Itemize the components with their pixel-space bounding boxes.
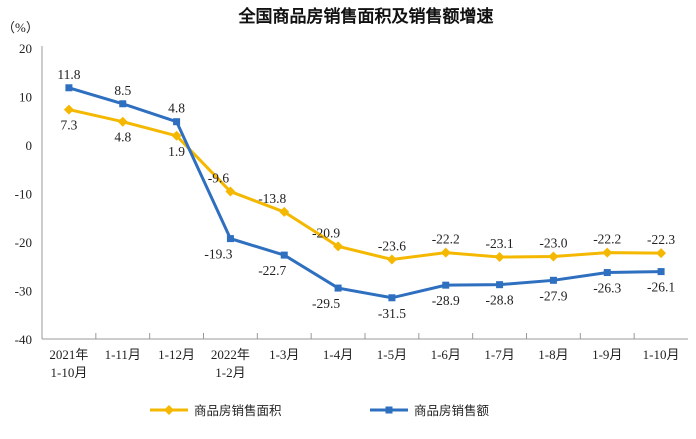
x-tick-label: 1-3月 bbox=[269, 347, 299, 362]
x-tick-label: 1-10月 bbox=[643, 347, 680, 362]
series-line bbox=[68, 108, 662, 261]
series-amount: 11.8 8.5 4.8 -19.3 -22.7 -29.5 -31.5 -28.9 -28.8… bbox=[57, 67, 675, 321]
data-point bbox=[442, 281, 450, 289]
data-point bbox=[119, 100, 127, 108]
data-point bbox=[602, 247, 613, 258]
data-point bbox=[388, 294, 396, 302]
legend-marker bbox=[164, 405, 174, 415]
data-label: 11.8 bbox=[57, 67, 80, 82]
legend-label: 商品房销售额 bbox=[414, 403, 490, 418]
y-tick-label: 10 bbox=[19, 90, 32, 105]
data-point bbox=[280, 251, 288, 259]
data-point bbox=[548, 251, 559, 262]
data-point bbox=[117, 116, 128, 127]
data-point bbox=[333, 241, 344, 252]
data-label: -31.5 bbox=[378, 306, 406, 321]
data-label: 1.9 bbox=[168, 144, 185, 159]
data-label: -23.1 bbox=[486, 236, 514, 251]
x-tick-label: 1-9月 bbox=[592, 347, 622, 362]
data-point bbox=[65, 84, 73, 92]
data-label: -27.9 bbox=[539, 288, 567, 303]
x-tick-label: 2022年 bbox=[211, 347, 250, 362]
data-label: 4.8 bbox=[114, 130, 131, 145]
y-tick-label: -30 bbox=[15, 284, 32, 299]
x-tick-label: 1-7月 bbox=[484, 347, 514, 362]
data-point bbox=[334, 284, 342, 292]
series-area: 7.3 4.8 1.9 -9.6 -13.8 -20.9 -23.6 -22.2 -23.1 -2… bbox=[60, 104, 675, 265]
data-label: -19.3 bbox=[204, 247, 232, 262]
x-tick-label: 1-2月 bbox=[215, 365, 245, 380]
legend-item: 商品房销售面积 bbox=[150, 403, 282, 418]
x-tick-label: 1-10月 bbox=[50, 365, 87, 380]
y-tick-label: -40 bbox=[15, 332, 32, 347]
data-label: -23.0 bbox=[539, 236, 567, 251]
x-tick-label: 1-5月 bbox=[377, 347, 407, 362]
data-label: 8.5 bbox=[114, 83, 131, 98]
data-label: -22.2 bbox=[593, 232, 621, 247]
y-tick-label: -10 bbox=[15, 187, 32, 202]
data-label: -9.6 bbox=[208, 171, 230, 186]
data-point bbox=[386, 254, 397, 265]
data-label: -22.3 bbox=[647, 232, 675, 247]
x-tick-label: 1-11月 bbox=[105, 347, 141, 362]
data-label: -26.3 bbox=[593, 281, 621, 296]
data-point bbox=[225, 186, 236, 197]
data-point bbox=[171, 130, 182, 141]
data-label: -20.9 bbox=[312, 225, 340, 240]
chart-title: 全国商品房销售面积及销售额增速 bbox=[238, 6, 494, 27]
legend-item: 商品房销售额 bbox=[370, 403, 490, 418]
data-point bbox=[549, 276, 557, 284]
data-label: -22.2 bbox=[432, 232, 460, 247]
x-tick-label: 1-4月 bbox=[323, 347, 353, 362]
data-label: -28.9 bbox=[432, 293, 460, 308]
data-point bbox=[279, 206, 290, 217]
legend-marker bbox=[385, 406, 393, 414]
data-label: 7.3 bbox=[60, 118, 77, 133]
data-point bbox=[173, 118, 181, 126]
y-tick-label: 0 bbox=[26, 138, 33, 153]
data-label: -28.8 bbox=[486, 293, 514, 308]
data-point bbox=[226, 235, 234, 243]
data-label: 4.8 bbox=[168, 101, 185, 116]
data-point bbox=[496, 281, 504, 289]
data-point bbox=[656, 248, 667, 259]
data-label: -22.7 bbox=[258, 263, 286, 278]
series-line bbox=[68, 86, 662, 300]
y-tick-label: -20 bbox=[15, 235, 32, 250]
data-label: -26.1 bbox=[647, 280, 675, 295]
data-point bbox=[440, 247, 451, 258]
data-label: -13.8 bbox=[258, 191, 286, 206]
legend-label: 商品房销售面积 bbox=[194, 403, 282, 418]
x-tick-label: 1-6月 bbox=[431, 347, 461, 362]
y-tick-label: 20 bbox=[19, 41, 32, 56]
data-point bbox=[657, 268, 665, 276]
data-label: -23.6 bbox=[378, 238, 406, 253]
data-label: -29.5 bbox=[312, 296, 340, 311]
data-point bbox=[603, 269, 611, 277]
y-axis-unit: （%） bbox=[2, 20, 39, 35]
data-point bbox=[494, 252, 505, 263]
data-point bbox=[63, 104, 74, 115]
x-tick-label: 1-8月 bbox=[538, 347, 568, 362]
x-tick-label: 2021年 bbox=[49, 347, 88, 362]
x-tick-label: 1-12月 bbox=[158, 347, 195, 362]
